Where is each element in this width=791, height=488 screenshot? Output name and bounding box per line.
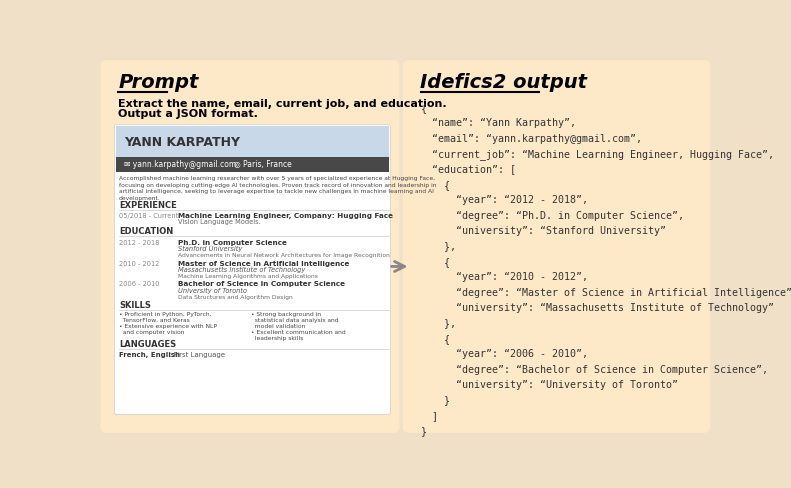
FancyBboxPatch shape [403,60,710,433]
Text: },: }, [421,319,456,328]
Text: “education”: [: “education”: [ [421,164,517,175]
Text: 2012 - 2018: 2012 - 2018 [119,240,160,246]
Text: • Proficient in Python, PyTorch,: • Proficient in Python, PyTorch, [119,312,211,317]
Text: French, English: French, English [119,351,180,358]
Text: Idefics2 output: Idefics2 output [421,73,588,92]
Text: ◎ Paris, France: ◎ Paris, France [234,160,292,169]
Text: “university”: “Massachusetts Institute of Technology”: “university”: “Massachusetts Institute o… [421,303,774,313]
Text: • Extensive experience with NLP: • Extensive experience with NLP [119,324,217,329]
Text: Prompt: Prompt [118,73,199,92]
Text: Data Structures and Algorithm Design: Data Structures and Algorithm Design [178,295,293,300]
Text: Master of Science in Artificial Intelligence: Master of Science in Artificial Intellig… [178,261,350,266]
Text: and computer vision: and computer vision [119,330,184,335]
Text: }: } [421,395,451,406]
Text: University of Toronto: University of Toronto [178,287,247,294]
Text: “year”: “2006 - 2010”,: “year”: “2006 - 2010”, [421,349,589,359]
Text: {: { [421,257,451,267]
Text: statistical data analysis and: statistical data analysis and [251,318,339,323]
Text: “degree”: “Bachelor of Science in Computer Science”,: “degree”: “Bachelor of Science in Comput… [421,365,769,375]
Text: “university”: “Stanford University”: “university”: “Stanford University” [421,226,667,236]
Text: },: }, [421,242,456,251]
Text: EDUCATION: EDUCATION [119,227,173,236]
Text: “current_job”: “Machine Learning Engineer, Hugging Face”,: “current_job”: “Machine Learning Enginee… [421,149,774,160]
Text: }: } [421,427,426,436]
Text: Machine Learning Engineer, Company: Hugging Face: Machine Learning Engineer, Company: Hugg… [178,213,393,219]
Text: Extract the name, email, current job, and education.: Extract the name, email, current job, an… [118,99,447,109]
Text: {: { [421,334,451,344]
Text: “university”: “University of Toronto”: “university”: “University of Toronto” [421,380,679,390]
Text: {: { [421,103,426,113]
Text: Vision Language Models.: Vision Language Models. [178,219,261,225]
Text: Output a JSON format.: Output a JSON format. [118,109,258,119]
Text: focusing on developing cutting-edge AI technologies. Proven track record of inno: focusing on developing cutting-edge AI t… [119,183,437,188]
Text: Advancements in Neural Network Architectures for Image Recognition: Advancements in Neural Network Architect… [178,253,390,258]
Bar [116,126,388,157]
Text: “degree”: “Master of Science in Artificial Intelligence”,: “degree”: “Master of Science in Artifici… [421,288,791,298]
Text: SKILLS: SKILLS [119,301,151,310]
Text: TensorFlow, and Keras: TensorFlow, and Keras [119,318,190,323]
Text: EXPERIENCE: EXPERIENCE [119,201,176,210]
Text: Bachelor of Science in Computer Science: Bachelor of Science in Computer Science [178,282,345,287]
Bar [116,157,388,172]
Text: “name”: “Yann Karpathy”,: “name”: “Yann Karpathy”, [421,118,577,128]
Text: Massachusetts Institute of Technology: Massachusetts Institute of Technology [178,267,305,273]
Text: “year”: “2010 - 2012”,: “year”: “2010 - 2012”, [421,272,589,283]
Text: Machine Learning Algorithms and Applications: Machine Learning Algorithms and Applicat… [178,274,318,279]
Text: artificial intelligence, seeking to leverage expertise to tackle new challenges : artificial intelligence, seeking to leve… [119,189,434,194]
Text: {: { [421,180,451,190]
Text: leadership skills: leadership skills [251,336,303,342]
Text: Accomplished machine learning researcher with over 5 years of specialized experi: Accomplished machine learning researcher… [119,176,435,181]
Text: YANN KARPATHY: YANN KARPATHY [123,136,240,148]
Text: LANGUAGES: LANGUAGES [119,340,176,348]
Text: 2006 - 2010: 2006 - 2010 [119,282,160,287]
FancyBboxPatch shape [115,125,390,414]
Text: 2010 - 2012: 2010 - 2012 [119,261,160,266]
Text: “year”: “2012 - 2018”,: “year”: “2012 - 2018”, [421,195,589,205]
Text: : First Language: : First Language [169,351,225,358]
Text: Stanford University: Stanford University [178,246,242,252]
Text: ]: ] [421,411,438,421]
Text: • Excellent communication and: • Excellent communication and [251,330,346,335]
Text: Ph.D. in Computer Science: Ph.D. in Computer Science [178,240,287,246]
Text: model validation: model validation [251,324,305,329]
Text: ✉ yann.karpathy@gmail.com: ✉ yann.karpathy@gmail.com [123,160,236,169]
Text: 05/2018 - Current: 05/2018 - Current [119,213,178,219]
Text: • Strong background in: • Strong background in [251,312,321,317]
FancyBboxPatch shape [100,60,399,433]
Text: development.: development. [119,196,161,201]
Text: “degree”: “Ph.D. in Computer Science”,: “degree”: “Ph.D. in Computer Science”, [421,211,684,221]
Text: “email”: “yann.karpathy@gmail.com”,: “email”: “yann.karpathy@gmail.com”, [421,134,642,144]
